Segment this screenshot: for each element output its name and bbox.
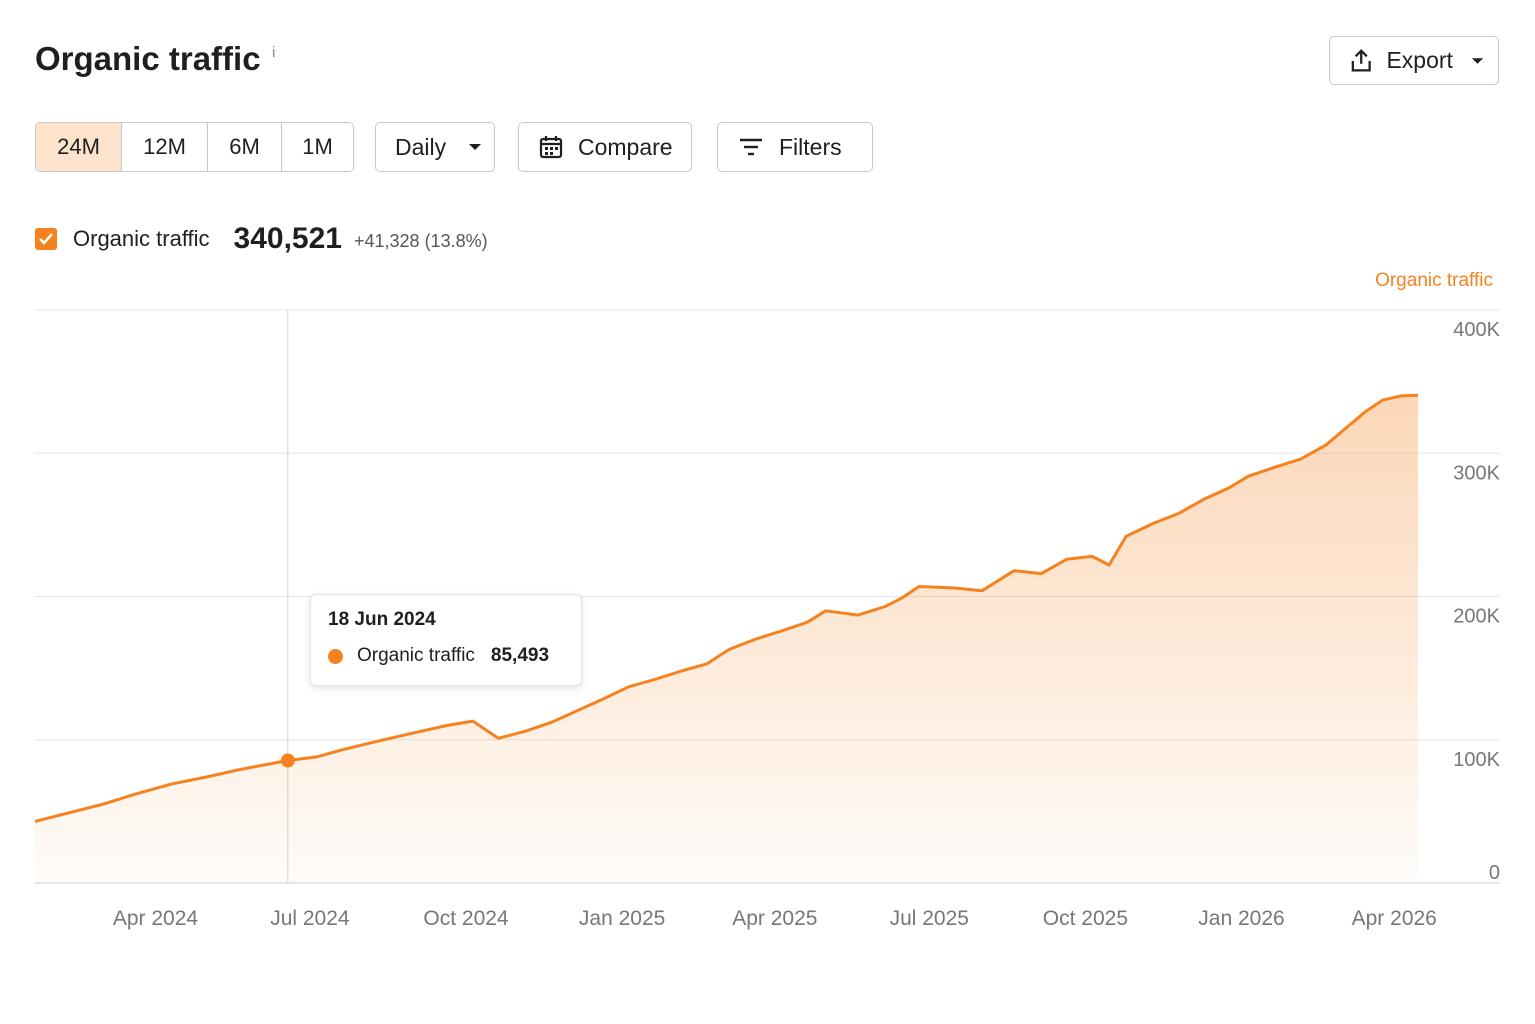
filters-label: Filters <box>779 133 842 160</box>
tooltip-value: 85,493 <box>490 645 550 666</box>
caret-down-icon <box>469 144 482 150</box>
caret-down-icon <box>1471 57 1484 64</box>
check-icon <box>39 233 53 245</box>
x-tick-label: Oct 2025 <box>1043 907 1128 930</box>
filter-lines-icon <box>740 138 762 156</box>
x-tick-label: Oct 2024 <box>423 907 509 930</box>
y-tick-label: 0 <box>1489 862 1500 884</box>
tooltip-date: 18 Jun 2024 <box>328 609 436 630</box>
series-axis-label: Organic traffic <box>1375 270 1493 291</box>
hover-point <box>280 753 295 768</box>
y-tick-label: 200K <box>1453 606 1500 628</box>
x-tick-label: Jul 2025 <box>890 907 969 930</box>
period-selector: 24M 12M 6M 1M <box>35 122 354 172</box>
interval-label: Daily <box>395 133 447 160</box>
metric-summary: Organic traffic 340,521 +41,328 (13.8%) <box>35 218 488 260</box>
compare-label: Compare <box>578 133 673 160</box>
export-button[interactable]: Export <box>1329 36 1499 85</box>
tooltip-series-name: Organic traffic <box>357 645 475 666</box>
metric-label: Organic traffic <box>73 226 210 251</box>
calendar-icon <box>539 136 563 159</box>
y-tick-label: 100K <box>1453 749 1500 771</box>
metric-delta: +41,328 (13.8%) <box>354 230 488 251</box>
x-tick-label: Apr 2025 <box>732 907 817 930</box>
period-option-6m[interactable]: 6M <box>207 123 281 171</box>
chart-tooltip: 18 Jun 2024 Organic traffic 85,493 <box>310 594 582 686</box>
period-option-12m[interactable]: 12M <box>121 123 207 171</box>
export-icon <box>1351 48 1371 71</box>
series-area <box>35 395 1418 883</box>
export-label: Export <box>1386 47 1453 73</box>
x-tick-label: Apr 2026 <box>1352 907 1437 930</box>
page-title: Organic traffic <box>35 40 261 77</box>
series-line <box>34 393 1419 823</box>
y-tick-label: 400K <box>1453 319 1500 341</box>
filters-button[interactable]: Filters <box>717 122 873 172</box>
compare-button[interactable]: Compare <box>518 122 692 172</box>
y-tick-label: 300K <box>1453 462 1500 484</box>
x-tick-label: Jan 2026 <box>1198 907 1284 930</box>
period-option-1m[interactable]: 1M <box>281 123 353 171</box>
interval-dropdown[interactable]: Daily <box>375 122 495 172</box>
x-tick-label: Jul 2024 <box>270 907 350 930</box>
tooltip-series-dot <box>328 648 343 664</box>
x-tick-label: Apr 2024 <box>113 907 199 930</box>
metric-value: 340,521 <box>233 222 342 255</box>
metric-checkbox[interactable] <box>35 228 57 250</box>
period-option-24m[interactable]: 24M <box>36 123 121 171</box>
x-tick-label: Jan 2025 <box>579 907 665 930</box>
info-icon[interactable]: i <box>272 44 276 61</box>
